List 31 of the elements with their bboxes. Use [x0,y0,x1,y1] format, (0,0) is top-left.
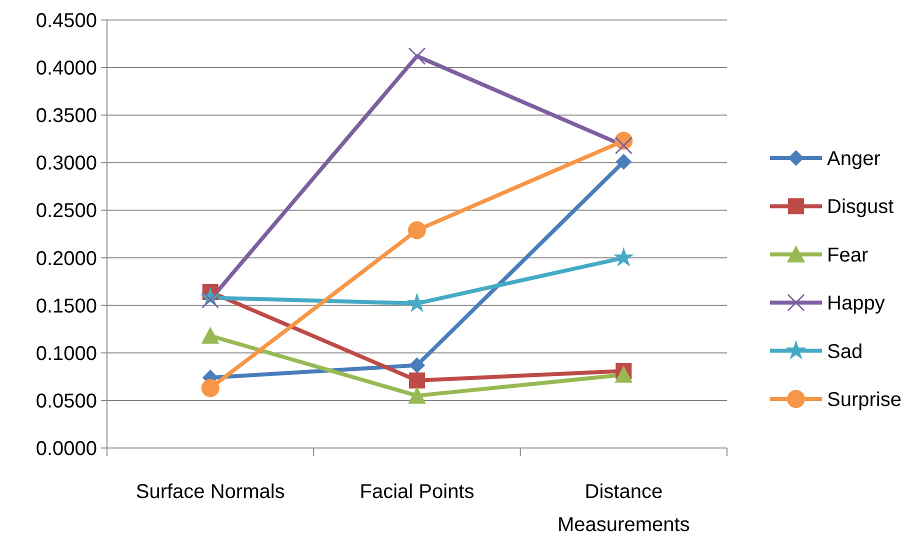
point [408,47,426,65]
x-tick-label: Surface Normals [136,481,285,503]
legend-label: Happy [827,292,885,315]
y-tick-label: 0.2500 [36,200,97,222]
point [409,357,425,374]
point [201,379,220,398]
point [614,136,632,154]
y-tick-label: 0.0500 [36,390,97,412]
point [409,372,425,388]
legend-label: Anger [827,148,881,170]
y-tick-label: 0.4000 [36,58,97,80]
legend-label: Surprise [827,389,902,411]
point [614,366,633,383]
legend-label: Disgust [827,196,894,218]
point [408,221,426,240]
y-tick-label: 0.2000 [36,248,97,270]
legend-label: Fear [827,244,868,266]
point [616,154,632,170]
point [202,290,220,308]
y-tick-label: 0.3000 [36,152,97,175]
x-tick-label: Facial Points [360,481,474,503]
y-tick-label: 0.1500 [36,295,97,318]
y-tick-label: 0.3500 [36,105,97,128]
point [408,386,426,404]
y-tick-label: 0.1000 [36,342,97,365]
x-tick-label: Distance Measurements [558,481,690,536]
point [201,326,220,344]
legend-label: Sad [827,340,863,363]
point [613,247,634,266]
y-tick-label: 0.0000 [36,438,97,460]
y-tick-label: 0.4500 [36,10,97,32]
